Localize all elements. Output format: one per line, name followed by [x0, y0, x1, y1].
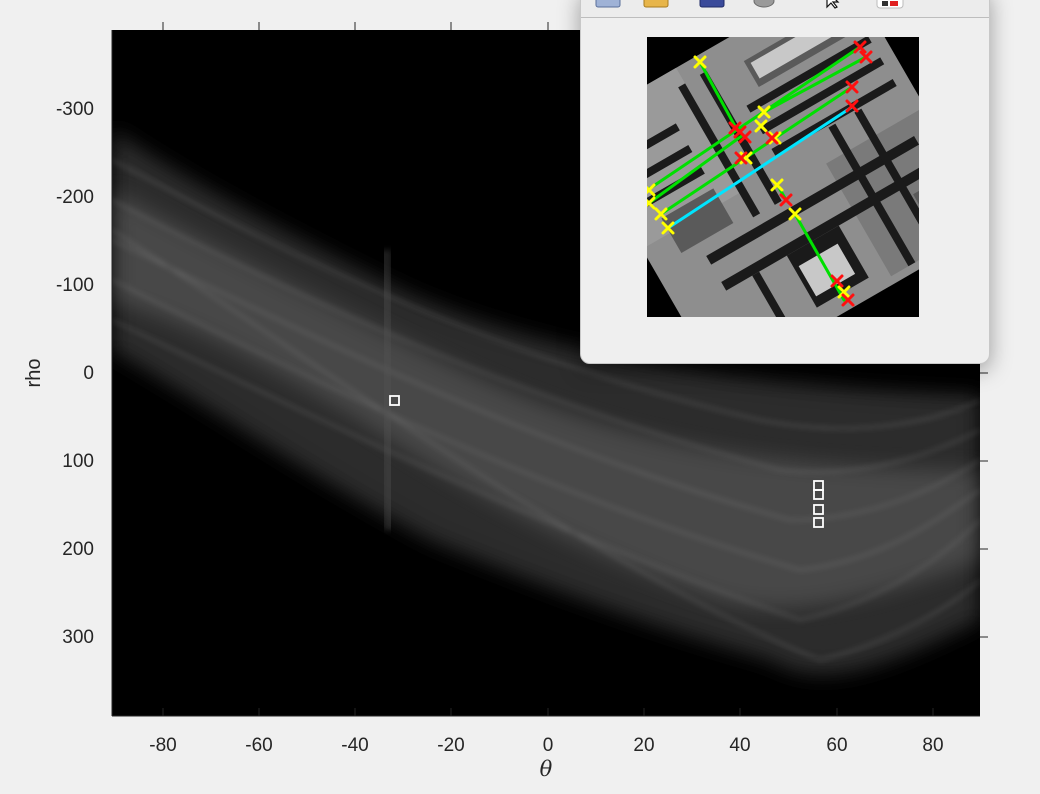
longest-line — [666, 105, 854, 230]
detected-line — [793, 212, 846, 302]
y-tick-label: -100 — [56, 275, 94, 296]
peak-marker[interactable] — [813, 504, 824, 515]
start-marker — [768, 131, 782, 145]
x-tick-label: 80 — [922, 735, 943, 756]
start-marker — [647, 183, 656, 197]
detected-line — [698, 60, 738, 130]
detected-line — [647, 133, 745, 205]
peak-marker[interactable] — [813, 517, 824, 528]
x-tick-label: 60 — [826, 735, 847, 756]
pointer-icon[interactable] — [817, 0, 847, 9]
x-tick-label: 20 — [633, 735, 654, 756]
end-marker — [859, 50, 873, 64]
x-tick-label: 0 — [543, 735, 554, 756]
rotated-circuit-image — [647, 37, 919, 317]
y-tick-label: -200 — [56, 187, 94, 208]
start-marker — [661, 221, 675, 235]
axis-ticks — [111, 22, 988, 717]
line-start-markers — [647, 55, 851, 299]
start-marker — [647, 196, 656, 210]
hough-peaks — [389, 395, 824, 528]
start-marker — [770, 178, 784, 192]
y-axis-label: rho — [23, 359, 45, 388]
x-tick-label: -20 — [437, 735, 464, 756]
start-marker — [693, 55, 707, 69]
start-marker — [654, 207, 668, 221]
start-marker — [788, 207, 802, 221]
x-tick-label: 40 — [729, 735, 750, 756]
y-tick-labels: -300 -200 -100 0 100 200 300 — [56, 99, 94, 648]
x-tick-label: -40 — [341, 735, 368, 756]
x-tick-label: -60 — [245, 735, 272, 756]
end-marker — [845, 80, 859, 94]
end-marker — [738, 130, 752, 144]
line-end-markers — [728, 40, 873, 307]
y-tick-label: 300 — [62, 627, 94, 648]
end-marker — [845, 99, 859, 113]
start-marker — [757, 105, 771, 119]
end-marker — [841, 293, 855, 307]
detected-lines-image — [647, 37, 919, 317]
print-icon[interactable] — [749, 0, 779, 9]
peak-marker[interactable] — [813, 489, 824, 500]
end-marker — [779, 193, 793, 207]
detected-line — [647, 45, 862, 191]
end-marker — [765, 131, 779, 145]
start-marker — [754, 119, 768, 133]
end-marker — [853, 40, 867, 54]
figure-toolbar — [581, 0, 989, 18]
peak-marker[interactable] — [389, 395, 400, 406]
y-tick-label: 0 — [83, 363, 94, 384]
detected-line — [762, 55, 868, 114]
x-tick-label: -80 — [149, 735, 176, 756]
figure-window-detected-lines[interactable] — [580, 0, 990, 364]
x-axis-label: θ — [540, 757, 553, 781]
end-marker — [830, 274, 844, 288]
y-tick-label: 100 — [62, 451, 94, 472]
new-figure-icon[interactable] — [593, 0, 623, 9]
start-marker — [837, 285, 851, 299]
open-file-icon[interactable] — [641, 0, 671, 9]
x-tick-labels: -80 -60 -40 -20 0 20 40 60 80 — [149, 735, 943, 756]
detected-line — [659, 85, 854, 216]
y-tick-label: -300 — [56, 99, 94, 120]
save-icon[interactable] — [697, 0, 727, 9]
end-marker — [734, 151, 748, 165]
hough-accumulator-band — [112, 130, 980, 675]
y-tick-label: 200 — [62, 539, 94, 560]
detected-lines — [647, 45, 868, 302]
insert-colorbar-icon[interactable] — [875, 0, 905, 9]
